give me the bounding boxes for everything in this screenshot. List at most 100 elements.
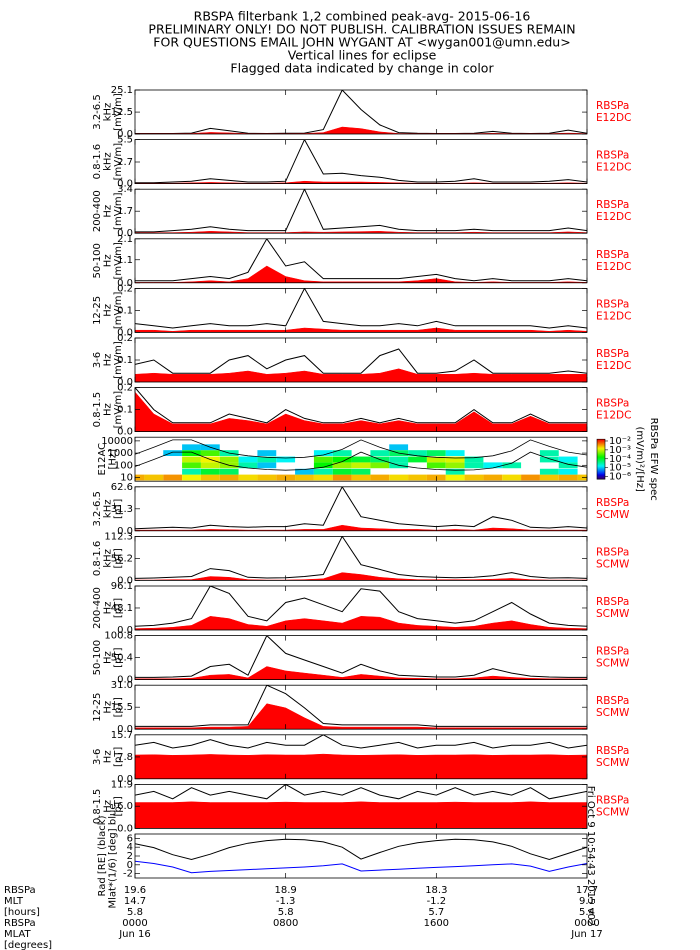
spectrogram-cell (558, 474, 578, 481)
panel-frame (134, 486, 588, 532)
avg-area (135, 616, 587, 630)
colorbar-step (597, 454, 605, 456)
colorbar-step (597, 478, 605, 480)
avg-area (135, 327, 587, 333)
title-line: FOR QUESTIONS EMAIL JOHN WYGANT AT <wyga… (153, 35, 570, 50)
y-tick-label: 1.1 (117, 255, 133, 266)
y-axis-label: Hz (103, 254, 114, 267)
spectrogram-cell (200, 450, 220, 457)
instrument-label: SCMW (596, 608, 630, 620)
spectrogram-cell (408, 456, 427, 463)
y-tick-label: 0.0 (117, 377, 133, 388)
spectrogram-cell (426, 462, 446, 469)
y-axis-label: [mV/m] (113, 143, 124, 181)
y-tick-label: 0.1 (117, 305, 133, 316)
spectrogram-cell (182, 474, 201, 481)
gyro-line (135, 451, 587, 471)
y-axis-label: [pT] (113, 647, 124, 667)
y-tick-label: 0.2 (117, 283, 133, 294)
panel (135, 189, 587, 234)
y-axis-label: 12-25 (92, 296, 103, 325)
y-tick-label: 0.0 (117, 823, 133, 834)
avg-area (135, 231, 587, 234)
spectrogram-cell (370, 474, 390, 481)
spectrogram-cell (370, 462, 390, 469)
peak-line (135, 387, 587, 424)
colorbar-title: (mV/m)²/[Hz] (634, 426, 645, 492)
instrument-label: RBSPa (596, 298, 629, 310)
peak-line (135, 238, 587, 282)
colorbar-step (597, 455, 605, 457)
y-tick-label: 96.1 (111, 581, 133, 592)
y-axis-label: [mV/m] (113, 192, 124, 230)
x-tick-label: 0800 (273, 918, 298, 929)
instrument-label: SCMW (596, 558, 630, 570)
spectrogram-cell (182, 462, 201, 469)
y-tick-label: 0.0 (117, 228, 133, 239)
x-row-label: MLAT (4, 929, 31, 940)
y-axis-label: Hz (103, 651, 114, 664)
panel (135, 348, 587, 382)
colorbar-label: 10⁻² (609, 436, 631, 447)
spectrogram-cell (332, 468, 352, 475)
colorbar-step (597, 442, 605, 444)
y-axis-label: [pT] (113, 548, 124, 568)
avg-area (135, 703, 587, 730)
instrument-label: RBSPa (596, 745, 629, 757)
avg-area (135, 524, 587, 531)
y-tick-label: 0.0 (117, 575, 133, 586)
x-tick-label: 18.9 (275, 885, 297, 896)
y-axis-label: 0.8-1.6 (92, 144, 103, 179)
y-axis-label: [mV/m] (113, 93, 124, 131)
colorbar-step (597, 473, 605, 475)
x-tick-label: -1.3 (276, 896, 296, 907)
title-line: RBSPA filterbank 1,2 combined peak-avg- … (194, 9, 531, 24)
spectrogram-cell (389, 474, 409, 481)
instrument-label: E12DC (596, 310, 631, 322)
instrument-label: E12DC (596, 162, 631, 174)
colorbar-step (597, 462, 605, 464)
spectrogram-cell (539, 456, 559, 463)
x-row-label: [hours] (4, 907, 40, 918)
y-tick-label: 0.2 (117, 383, 133, 394)
y-axis-label: 3.2-6.5 (92, 491, 103, 526)
gyro-line (135, 439, 587, 459)
instrument-label: SCMW (596, 509, 630, 521)
x-tick-label: 5.4 (579, 907, 595, 918)
instrument-label: E12DC (596, 410, 631, 422)
spectrogram-cell (182, 450, 201, 457)
peak-line (135, 536, 587, 579)
panel (135, 536, 587, 581)
colorbar-step (597, 464, 605, 466)
panel-frame (134, 238, 588, 284)
y-tick-label: 0.0 (117, 675, 133, 686)
spectrogram-cell (219, 456, 239, 463)
colorbar-step (597, 461, 605, 463)
colorbar-title: RBSPa EFW spec (648, 418, 659, 501)
spectrogram-cell (389, 444, 409, 451)
y-axis-label: [mV/m] (113, 242, 124, 280)
y-axis-label: [mV/m] (113, 391, 124, 429)
y-axis-label: [pT] (113, 796, 124, 816)
instrument-label: RBSPa (596, 249, 629, 261)
y-tick-label: 3.4 (117, 184, 133, 195)
y-axis-label: 0.8-1.5 (92, 392, 103, 427)
y-axis-label: Hz (103, 304, 114, 317)
panel-frame (134, 139, 588, 185)
avg-area (135, 666, 587, 680)
y-axis-label: [pT] (113, 697, 124, 717)
spectrogram-cell (426, 450, 446, 457)
x-tick-label: Jun 16 (118, 929, 151, 940)
y-tick-label: 10 (120, 473, 133, 484)
spectrogram-cell (426, 456, 446, 463)
spectrogram-cell (539, 474, 559, 481)
avg-area (135, 572, 587, 581)
y-tick-label: 0.1 (117, 405, 133, 416)
instrument-label: RBSPa (596, 794, 629, 806)
y-tick-label: 100.8 (104, 631, 133, 642)
spectrogram-cell (445, 462, 465, 469)
y-tick-label: 56.2 (111, 553, 133, 564)
colorbar-label: 10⁻⁶ (609, 472, 631, 483)
panel-frame (134, 684, 588, 730)
y-axis-label: Hz (103, 701, 114, 714)
